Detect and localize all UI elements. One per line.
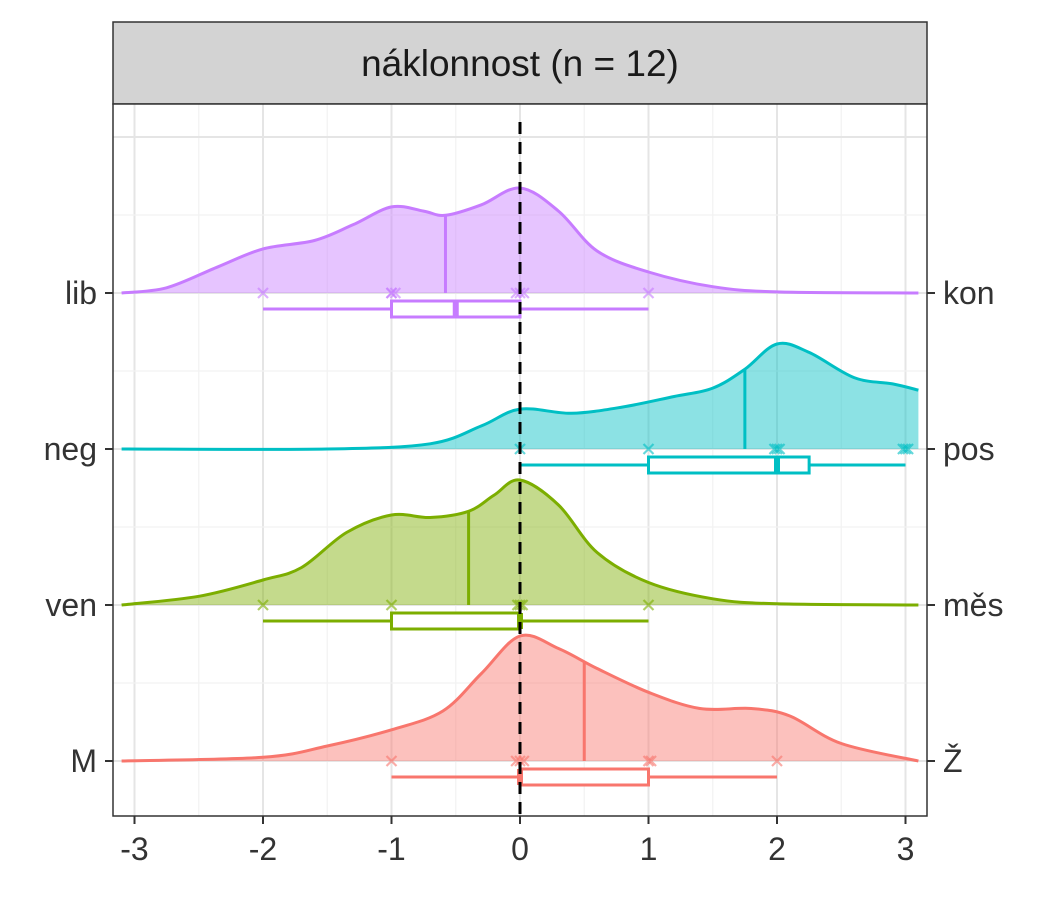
- axes: -3 -2 -1 0 1 2 3 lib kon neg pos ven měs M Ž: [44, 275, 1004, 867]
- data-point-stroke: [645, 755, 657, 767]
- data-point-stroke: [771, 443, 783, 455]
- density-outline: [121, 633, 919, 763]
- data-point-stroke: [257, 287, 269, 299]
- x-tick-label: 3: [897, 831, 915, 867]
- facet-strip-background: [112, 21, 928, 105]
- x-tick-label: 1: [640, 831, 658, 867]
- right-group-label: Ž: [943, 743, 963, 779]
- density-area: [121, 635, 919, 761]
- x-tick-label: -2: [249, 831, 277, 867]
- x-tick-label: 2: [768, 831, 786, 867]
- data-point: [771, 443, 783, 455]
- facet-title: náklonnost (n = 12): [361, 43, 679, 84]
- data-point: [771, 755, 783, 767]
- density-area: [121, 343, 919, 450]
- data-point: [389, 287, 402, 299]
- data-point: [257, 287, 269, 299]
- data-point: [642, 287, 655, 299]
- x-tick-label: 0: [511, 831, 529, 867]
- data-point: [645, 755, 657, 767]
- box-iqr: [390, 611, 522, 631]
- data-point-stroke: [771, 755, 783, 767]
- data-point: [642, 599, 655, 611]
- box-iqr: [518, 767, 650, 787]
- data-point-stroke: [385, 599, 398, 611]
- data-point: [385, 599, 398, 611]
- data-point: [899, 443, 912, 455]
- facet-strip: náklonnost (n = 12): [112, 21, 928, 105]
- right-group-label: pos: [943, 431, 995, 467]
- data-point-stroke: [899, 443, 912, 455]
- left-group-label: neg: [44, 431, 97, 467]
- data-point-stroke: [773, 443, 786, 455]
- data-point-stroke: [389, 287, 402, 299]
- data-point-stroke: [642, 599, 655, 611]
- data-point-stroke: [514, 755, 526, 767]
- right-group-label: kon: [943, 275, 995, 311]
- ridge-M: [121, 633, 919, 787]
- data-point-stroke: [642, 443, 655, 455]
- right-group-label: měs: [943, 587, 1003, 623]
- data-point-stroke: [385, 755, 398, 767]
- data-point-stroke: [902, 443, 914, 455]
- data-point-stroke: [642, 287, 655, 299]
- x-tick-label: -3: [120, 831, 148, 867]
- ridge-lib: [121, 186, 919, 319]
- data-point-stroke: [518, 287, 530, 299]
- left-group-label: lib: [65, 275, 97, 311]
- ridge-neg: [121, 341, 919, 475]
- data-point: [773, 443, 786, 455]
- data-point: [514, 755, 526, 767]
- data-point: [385, 287, 398, 299]
- data-point-stroke: [385, 287, 398, 299]
- data-point: [642, 443, 655, 455]
- box-iqr: [647, 455, 811, 475]
- data-point: [257, 599, 269, 611]
- x-tick-label: -1: [377, 831, 405, 867]
- density-area: [121, 187, 919, 293]
- data-point: [642, 755, 655, 767]
- density-outline: [121, 478, 919, 607]
- data-point-stroke: [642, 755, 655, 767]
- data-point: [902, 443, 914, 455]
- left-group-label: ven: [45, 587, 97, 623]
- density-outline: [121, 186, 919, 295]
- density-outline: [121, 341, 919, 451]
- data-point: [385, 755, 398, 767]
- left-group-label: M: [70, 743, 97, 779]
- data-point-stroke: [257, 599, 269, 611]
